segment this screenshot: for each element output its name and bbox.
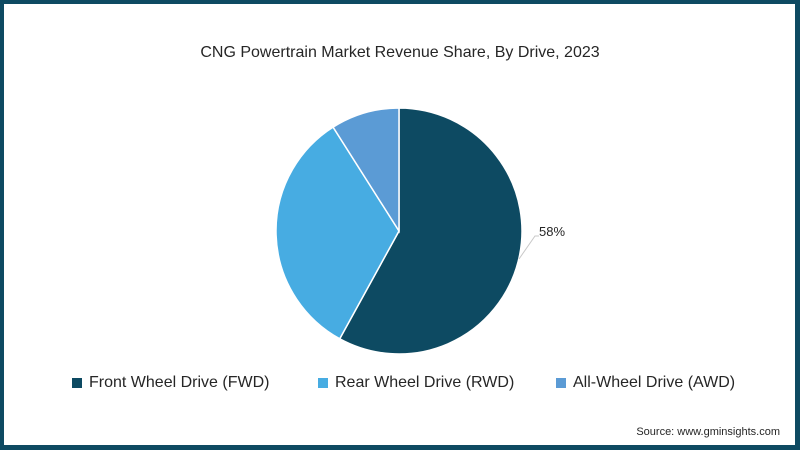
legend-item-awd[interactable]: All-Wheel Drive (AWD) xyxy=(556,374,735,392)
pie-slice-fwd[interactable] xyxy=(338,107,523,355)
legend-label-rwd: Rear Wheel Drive (RWD) xyxy=(335,374,515,391)
legend: Front Wheel Drive (FWD) Rear Wheel Drive… xyxy=(0,374,800,398)
legend-swatch-rwd xyxy=(318,378,328,388)
fwd-leader-line xyxy=(518,235,539,260)
legend-swatch-awd xyxy=(556,378,566,388)
chart-title: CNG Powertrain Market Revenue Share, By … xyxy=(200,44,600,61)
pie-slice-rwd[interactable] xyxy=(275,126,400,340)
legend-label-awd: All-Wheel Drive (AWD) xyxy=(573,374,736,391)
legend-item-rwd[interactable]: Rear Wheel Drive (RWD) xyxy=(318,374,514,392)
pie-slices xyxy=(275,107,523,355)
fwd-percent-label: 58% xyxy=(539,224,565,239)
legend-item-fwd[interactable]: Front Wheel Drive (FWD) xyxy=(72,374,269,392)
legend-label-fwd: Front Wheel Drive (FWD) xyxy=(89,374,270,391)
source-note: Source: www.gminsights.com xyxy=(636,426,780,438)
pie-slice-awd[interactable] xyxy=(332,107,400,234)
legend-swatch-fwd xyxy=(72,378,82,388)
